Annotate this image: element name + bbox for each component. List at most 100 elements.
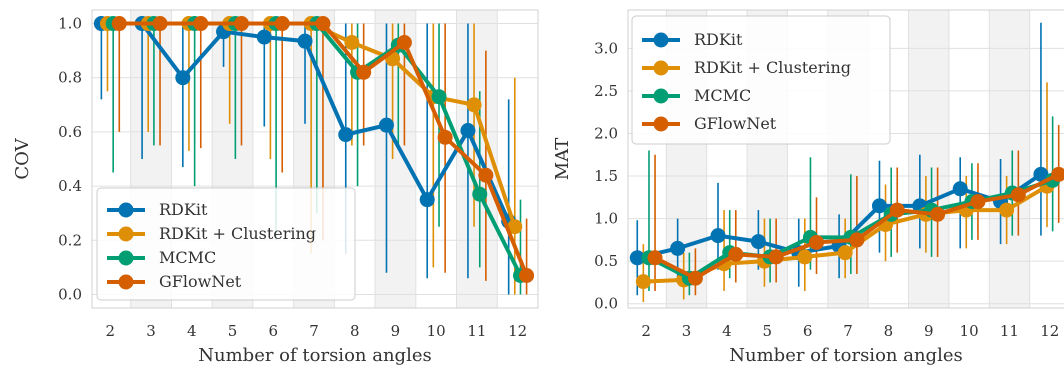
x-tick-label: 8 <box>884 322 894 340</box>
x-tick-label: 5 <box>762 322 772 340</box>
data-point <box>152 16 168 32</box>
data-point <box>750 234 766 250</box>
data-point <box>256 29 272 45</box>
x-tick-label: 11 <box>467 322 486 340</box>
y-tick-label: 1.5 <box>594 167 618 185</box>
legend-marker <box>653 116 669 132</box>
data-point <box>635 274 651 290</box>
legend-label: RDKit + Clustering <box>694 58 851 77</box>
x-tick-label: 9 <box>924 322 934 340</box>
data-point <box>1010 187 1026 203</box>
legend-label: RDKit <box>694 30 743 49</box>
data-point <box>460 123 476 139</box>
data-point <box>809 234 825 250</box>
x-tick-label: 12 <box>508 322 527 340</box>
x-tick-label: 4 <box>722 322 732 340</box>
legend-label: RDKit <box>159 200 208 219</box>
data-point <box>728 246 744 262</box>
legend: RDKit RDKit + Clustering MCMC GFlowNet <box>96 187 356 301</box>
data-point <box>1051 166 1064 182</box>
background-band <box>989 10 1030 308</box>
data-point <box>849 232 865 248</box>
legend-label: GFlowNet <box>159 272 242 291</box>
background-band <box>908 10 949 308</box>
x-tick-label: 6 <box>268 322 278 340</box>
legend-marker <box>118 250 134 266</box>
cov-panel: 0.0 0.2 0.4 0.6 0.8 1.0 2 3 4 5 6 7 8 9 10 11 12 Number o… <box>12 9 539 366</box>
y-tick-label: 2.5 <box>594 82 618 100</box>
y-tick-label: 0.0 <box>594 295 618 313</box>
data-point <box>647 250 663 266</box>
data-point <box>315 16 331 32</box>
y-tick-label: 3.0 <box>594 39 618 57</box>
x-tick-label: 8 <box>350 322 360 340</box>
axes-frame <box>91 9 539 309</box>
data-point <box>472 186 488 202</box>
data-point <box>519 267 535 283</box>
x-tick-label: 10 <box>427 322 446 340</box>
data-point <box>629 250 645 266</box>
legend-label: MCMC <box>159 248 216 267</box>
x-tick-label: 7 <box>843 322 853 340</box>
data-point <box>837 245 853 261</box>
x-tick-label: 10 <box>960 322 979 340</box>
data-point <box>431 89 447 105</box>
data-point <box>687 270 703 286</box>
y-tick-label: 0.2 <box>58 231 82 249</box>
data-point <box>710 228 726 244</box>
x-tick-label: 9 <box>391 322 401 340</box>
legend-marker <box>118 202 134 218</box>
x-tick-label: 2 <box>106 322 116 340</box>
data-point <box>297 33 313 49</box>
data-point <box>478 167 494 183</box>
y-axis-label: MAT <box>552 138 573 180</box>
data-point <box>356 64 372 80</box>
y-tick-label: 1.0 <box>58 15 82 33</box>
data-point <box>175 70 191 86</box>
data-point <box>396 35 412 51</box>
legend-label: RDKit + Clustering <box>159 224 316 243</box>
data-point <box>930 206 946 222</box>
x-tick-label: 3 <box>146 322 156 340</box>
data-point <box>193 16 209 32</box>
y-tick-label: 0.0 <box>58 285 82 303</box>
legend-marker <box>118 226 134 242</box>
data-point <box>437 129 453 145</box>
legend-marker <box>653 88 669 104</box>
data-point <box>338 127 354 143</box>
mat-panel: 0.0 0.5 1.0 1.5 2.0 2.5 3.0 2 3 4 5 6 7 8 9 10 11 12 Numbe… <box>552 9 1064 366</box>
plot-area <box>628 10 1064 308</box>
data-point <box>466 97 482 113</box>
y-tick-label: 0.5 <box>594 252 618 270</box>
x-tick-label: 12 <box>1040 322 1059 340</box>
data-point <box>111 16 127 32</box>
x-tick-label: 3 <box>682 322 692 340</box>
data-point <box>378 117 394 133</box>
legend-box <box>631 15 891 145</box>
data-point <box>233 16 249 32</box>
y-axis-label: COV <box>12 137 33 179</box>
legend-marker <box>118 274 134 290</box>
x-tick-label: 5 <box>228 322 238 340</box>
legend-box <box>96 187 356 301</box>
x-tick-label: 11 <box>1000 322 1019 340</box>
x-axis-label: Number of torsion angles <box>198 345 431 366</box>
data-point <box>507 219 523 235</box>
data-point <box>970 194 986 210</box>
data-point <box>768 249 784 265</box>
x-tick-label: 4 <box>187 322 197 340</box>
y-tick-label: 0.4 <box>58 177 82 195</box>
y-tick-label: 2.0 <box>594 124 618 142</box>
data-point <box>871 198 887 214</box>
y-tick-label: 1.0 <box>594 210 618 228</box>
data-point <box>797 249 813 265</box>
data-point <box>999 202 1015 218</box>
data-point <box>419 192 435 208</box>
legend: RDKit RDKit + Clustering MCMC GFlowNet <box>631 15 891 145</box>
axes-frame <box>627 9 1064 309</box>
legend-marker <box>653 32 669 48</box>
x-axis-label: Number of torsion angles <box>729 345 962 366</box>
data-point <box>952 181 968 197</box>
data-point <box>344 35 360 51</box>
